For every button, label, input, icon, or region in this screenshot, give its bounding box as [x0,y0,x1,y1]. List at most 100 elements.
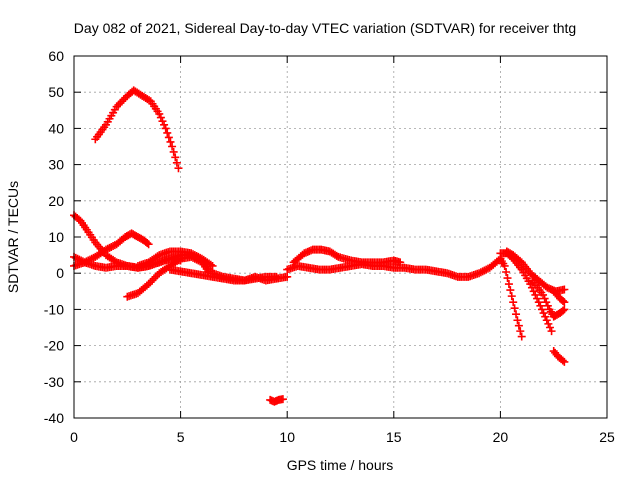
data-point [116,99,125,108]
data-point [208,261,217,270]
data-point [537,305,546,314]
data-point [542,298,551,307]
data-point [158,117,167,126]
data-point [143,239,152,248]
y-tick-label: 40 [48,120,64,136]
x-tick-label: 10 [279,429,295,445]
data-point [155,109,164,118]
data-point [558,356,567,365]
x-tick-label: 15 [386,429,402,445]
data-point [144,280,153,289]
data-point [192,252,201,261]
series-track-dip-minus35 [266,395,287,406]
plot-frame [73,55,608,419]
grid [74,56,607,418]
data-point [153,252,162,261]
y-tick-label: 10 [48,229,64,245]
data-point [534,298,543,307]
data-point [117,97,126,106]
y-tick-label: -10 [44,301,64,317]
data-point [500,261,509,270]
data-point [475,269,484,278]
data-point [547,327,556,336]
data-point [545,323,554,332]
data-point [166,137,175,146]
y-axis-label: SDTVAR / TECUs [5,181,21,293]
data-point [161,124,170,133]
y-tick-label: 30 [48,157,64,173]
data-point [194,252,203,261]
data-point [513,316,522,325]
data-point [516,327,525,336]
series-track-late-tail [549,287,569,307]
data-point [174,164,183,173]
data-point [112,102,121,111]
x-tick-label: 5 [177,429,185,445]
data-point [283,272,292,281]
y-tick-label: 20 [48,193,64,209]
series-track-late-steep [496,254,526,341]
series-track-flat-decline [165,265,281,285]
x-tick-label: 20 [493,429,509,445]
data-point [539,290,548,299]
chart-title: Day 082 of 2021, Sidereal Day-to-day VTE… [74,20,576,36]
data-point [73,254,82,263]
data-point [560,285,569,294]
data-point [172,158,181,167]
data-point [533,294,542,303]
data-point [71,253,80,262]
data-point [509,298,518,307]
data-point [278,395,287,404]
data-point [560,357,569,366]
data-point [531,290,540,299]
data-point [478,267,487,276]
data-point [543,301,552,310]
data-point [78,257,87,266]
data-point [169,147,178,156]
data-point [148,276,157,285]
series-track-late-dip [528,276,569,321]
data-point [503,274,512,283]
y-tick-label: -20 [44,338,64,354]
data-point [480,266,489,275]
y-tick-label: 0 [56,265,64,281]
data-point [529,287,538,296]
data-point [502,267,511,276]
y-tick-label: -30 [44,374,64,390]
data-point [560,298,569,307]
data-point [189,250,198,259]
data-point [541,312,550,321]
x-tick-label: 25 [599,429,615,445]
data-point [517,332,526,341]
data-point [164,133,173,142]
series-track-mid-upper [289,245,405,267]
data-point [507,292,516,301]
data-point [163,128,172,137]
data-point [105,243,114,252]
x-tick-label: 0 [70,429,78,445]
data-point [558,306,567,315]
x-axis-label: GPS time / hours [287,457,394,473]
data-point [506,286,515,295]
data-point [187,249,196,258]
data-point [560,305,569,314]
data-point [151,272,160,281]
y-tick-label: 60 [48,48,64,64]
y-tick-label: 50 [48,84,64,100]
series-track-bump-6 [133,247,217,270]
data-point [476,268,485,277]
data-point [144,240,153,249]
data-point [156,113,165,122]
data-point [539,309,548,318]
x-tick-labels: 0 5 10 15 20 25 [70,429,615,445]
data-point [146,278,155,287]
data-point [540,294,549,303]
data-point [75,255,84,264]
data-point [536,301,545,310]
y-tick-label: -40 [44,410,64,426]
data-point [514,321,523,330]
data-point [160,120,169,129]
data-point [114,100,123,109]
data-point [332,251,341,260]
data-point [206,260,215,269]
